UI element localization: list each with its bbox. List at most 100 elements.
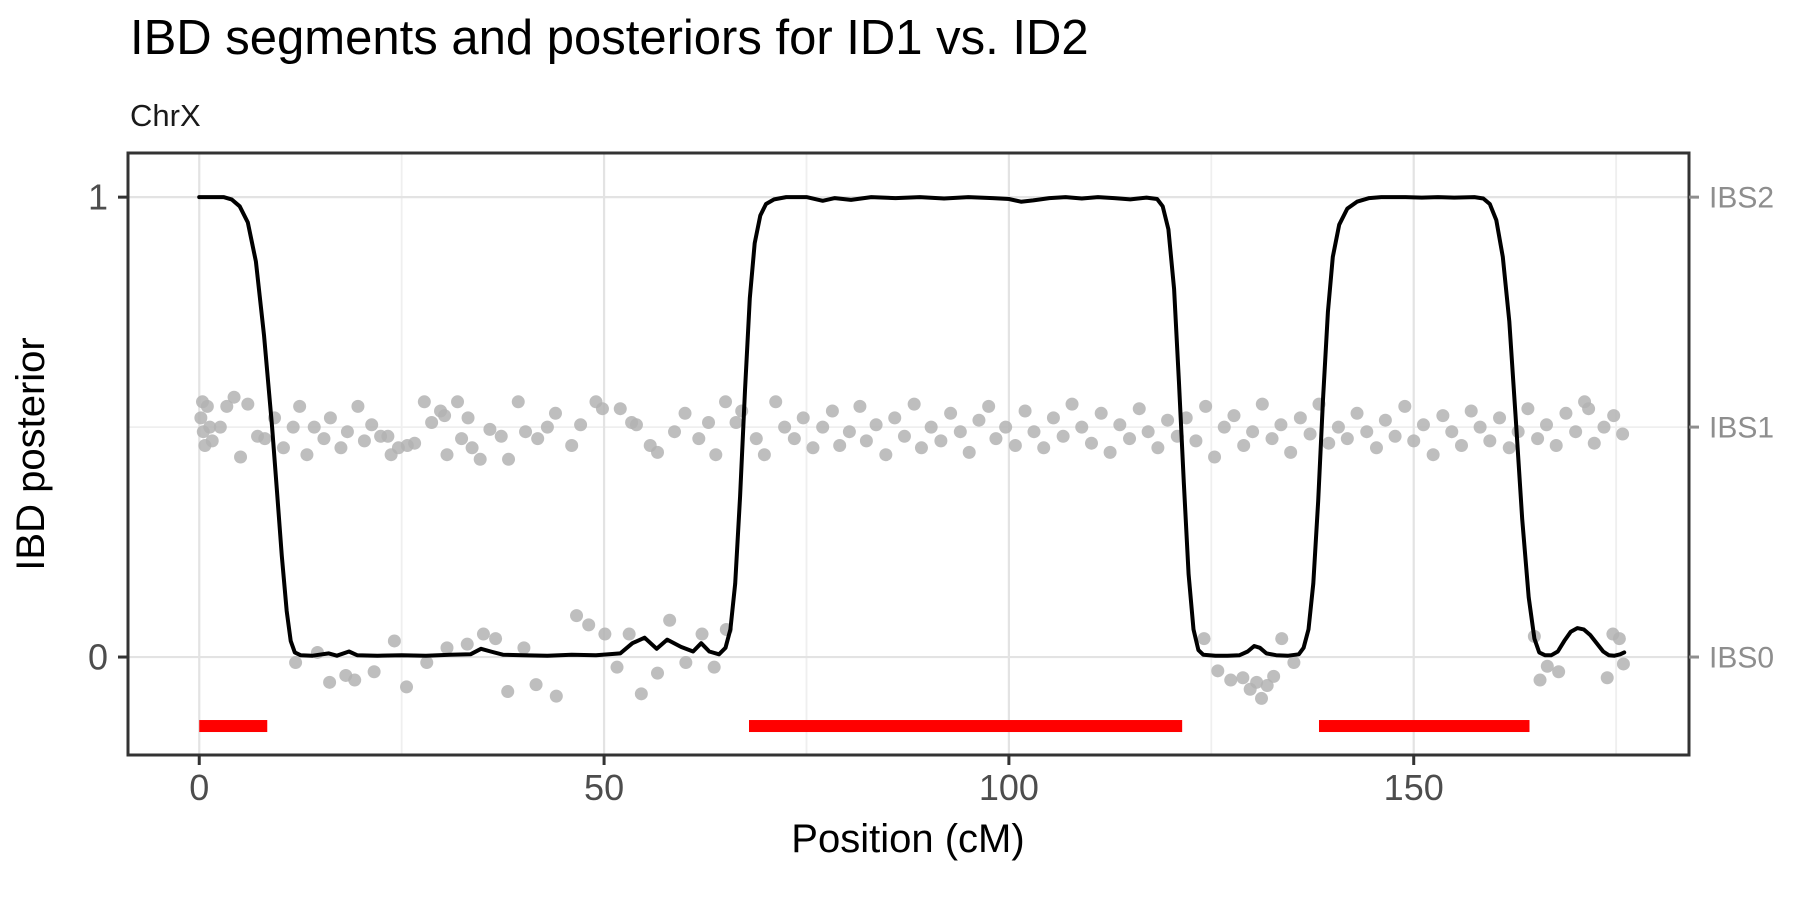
ibs-point (348, 673, 362, 687)
panel-border (126, 151, 1691, 757)
ibs-point (879, 448, 893, 462)
ibs-point (1569, 425, 1583, 439)
ibs-point (678, 406, 692, 420)
x-tick-label: 50 (584, 767, 624, 808)
ibs-point (1199, 399, 1213, 413)
ibs-point (540, 420, 554, 434)
ibs-point (757, 448, 771, 462)
ibs-point (972, 413, 986, 427)
y-tick-label: 0 (88, 637, 108, 678)
ibs-point (778, 420, 792, 434)
ibs-point (749, 432, 763, 446)
ibs-point (1331, 420, 1345, 434)
ibs-point (982, 399, 996, 413)
ibs-point (400, 680, 414, 694)
ibs-point (1161, 413, 1175, 427)
ibs-point (286, 420, 300, 434)
ibs-point (357, 434, 371, 448)
ibs-point (483, 422, 497, 436)
ibs-point (340, 425, 354, 439)
ibs-point (825, 404, 839, 418)
ibs-point (502, 452, 516, 466)
ibs-point (709, 448, 723, 462)
ibs-point (1416, 418, 1430, 432)
ibs-point (1340, 432, 1354, 446)
ibs-point (1246, 425, 1260, 439)
ibs-point (1616, 657, 1630, 671)
ibs-point (323, 675, 337, 689)
ibs-point (1211, 664, 1225, 678)
ibs-point (1275, 632, 1289, 646)
ibs-point (1027, 425, 1041, 439)
ibs-point (300, 448, 314, 462)
ibs-point (1265, 432, 1279, 446)
ibs-point (853, 399, 867, 413)
ibs-point (317, 432, 331, 446)
ibs-point (1132, 402, 1146, 416)
ibs-point (365, 418, 379, 432)
ibs-point (461, 411, 475, 425)
right-axis-label: IBS2 (1709, 182, 1774, 215)
ibs-point (944, 406, 958, 420)
ibs-point (651, 666, 665, 680)
axis-layer: 0 50 100 150 0 1 IBS2 IBS1 IBS0 (88, 177, 1774, 808)
ibs-point (549, 689, 563, 703)
ibs-point (323, 411, 337, 425)
ibs-point (1445, 425, 1459, 439)
ibd-segment-bar (199, 720, 268, 733)
ibs-point (1502, 441, 1516, 455)
ibs-point (907, 397, 921, 411)
ibs-point (1521, 402, 1535, 416)
ibs-point (769, 395, 783, 409)
ibs-point (1189, 434, 1203, 448)
ibs-point (1540, 418, 1554, 432)
ibs-point (529, 678, 543, 692)
ibs-point (517, 641, 531, 655)
ibs-point (695, 627, 709, 641)
ibs-point (914, 441, 928, 455)
ibd-segment-layer (199, 720, 1530, 733)
ibs-point (531, 432, 545, 446)
ibs-point (1350, 406, 1364, 420)
ibs-point (1113, 418, 1127, 432)
ibs-point (622, 627, 636, 641)
ibs-point (1473, 420, 1487, 434)
ibs-point (613, 402, 627, 416)
ibs-point (833, 438, 847, 452)
ibs-point (1612, 632, 1626, 646)
ibs-point (953, 425, 967, 439)
ibs-point (1293, 411, 1307, 425)
ibs-point (735, 404, 749, 418)
facet-label: ChrX (130, 98, 201, 133)
ibs-point (1123, 432, 1137, 446)
ibs-point (1597, 420, 1611, 434)
ibs-point (1197, 632, 1211, 646)
ibs-point (1237, 438, 1251, 452)
ibs-point (1369, 441, 1383, 455)
ibs-point (1227, 409, 1241, 423)
ibs-point (1255, 397, 1269, 411)
ibs-point (1398, 399, 1412, 413)
ibs-point (999, 420, 1013, 434)
ibs-point (1552, 665, 1566, 679)
ibs-point (1483, 434, 1497, 448)
ibs-point (1322, 436, 1336, 450)
ibs-point (1388, 429, 1402, 443)
ibs-point (816, 420, 830, 434)
ibs-point (859, 434, 873, 448)
ibs-point (842, 425, 856, 439)
ibs-point (1436, 409, 1450, 423)
grid-layer (128, 153, 1689, 755)
ibs-point (1549, 438, 1563, 452)
ibs-point (1407, 434, 1421, 448)
ibs-point (1046, 411, 1060, 425)
ibs-point (1378, 413, 1392, 427)
ibs-point (227, 390, 241, 404)
ibs-point (387, 634, 401, 648)
ibs-point (668, 425, 682, 439)
ibs-point (1559, 406, 1573, 420)
ibs-point (293, 399, 307, 413)
ibs-point (1065, 397, 1079, 411)
ibs-point (1094, 406, 1108, 420)
ibs-point (1426, 448, 1440, 462)
